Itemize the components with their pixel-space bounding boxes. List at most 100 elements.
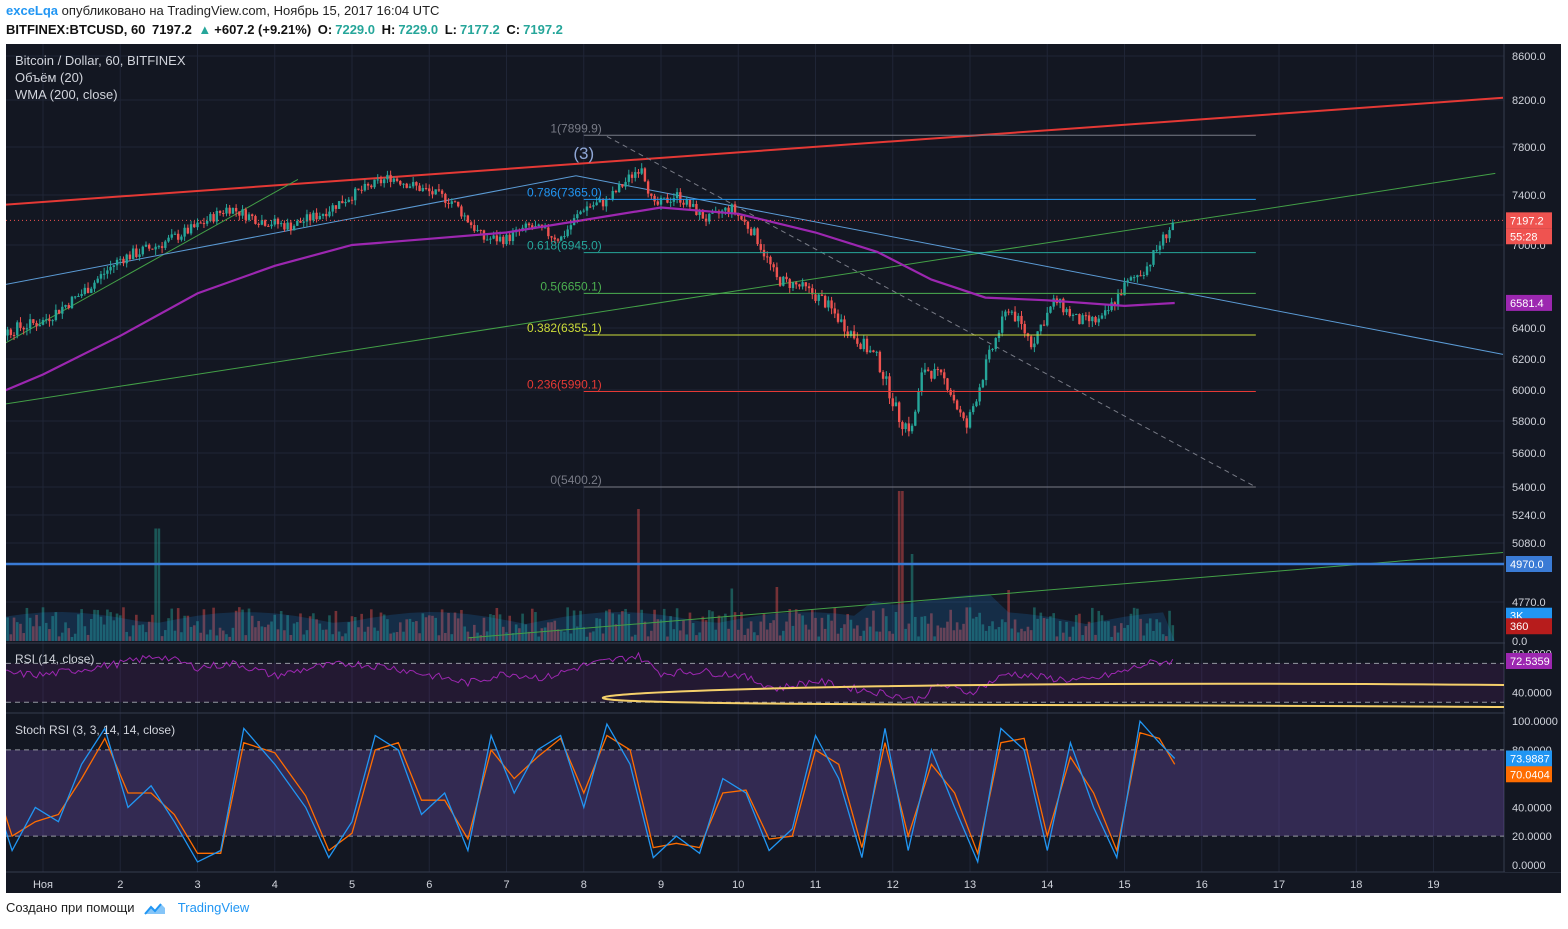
stoch-k-line <box>0 719 1176 865</box>
candle-body <box>1155 249 1158 251</box>
volume-bar <box>975 616 978 641</box>
candle-body <box>1084 315 1088 317</box>
candle-body <box>392 178 396 182</box>
volume-bar <box>447 612 450 641</box>
candle-body <box>61 306 64 314</box>
volume-bar <box>160 636 164 641</box>
volume-bar <box>283 630 286 641</box>
candle-body <box>804 282 808 287</box>
candle-body <box>302 221 305 223</box>
candle-body <box>476 229 479 231</box>
candle-body <box>286 222 289 230</box>
volume-bar <box>907 623 911 641</box>
volume-bar <box>810 609 814 641</box>
candle-body <box>502 236 505 245</box>
candle-body <box>109 266 112 271</box>
candle-body <box>724 207 727 211</box>
volume-bar <box>125 631 128 641</box>
volume-bar <box>717 615 721 641</box>
price-badge-bg <box>1506 618 1552 635</box>
volume-bar <box>331 634 334 641</box>
fib-level-label: 1(7899.9) <box>550 121 601 135</box>
candle-body <box>508 234 511 242</box>
volume-bar <box>621 611 624 641</box>
candle-body <box>257 223 260 225</box>
volume-bar <box>32 626 35 641</box>
candle-body <box>1000 316 1004 333</box>
candle-body <box>811 288 814 295</box>
volume-bar <box>659 619 663 641</box>
volume-bar <box>637 509 640 641</box>
candle-body <box>9 329 13 336</box>
candle-body <box>119 258 122 260</box>
volume-bar <box>112 620 116 641</box>
candle-body <box>135 248 138 258</box>
time-tick-label: 6 <box>426 879 432 891</box>
candle-body <box>605 198 608 207</box>
volume-bar <box>57 636 61 641</box>
volume-bar <box>1078 613 1081 641</box>
volume-bar <box>888 631 891 641</box>
volume-bar <box>1033 607 1036 641</box>
volume-bar <box>1039 612 1043 641</box>
volume-bar <box>373 627 376 641</box>
candle-body <box>434 189 437 195</box>
candle-body <box>331 205 334 212</box>
volume-bar <box>759 621 763 641</box>
candle-body <box>347 199 350 202</box>
chart-area[interactable]: 1(7899.9) 0.786(7365.0) 0.618(6945.0) 0.5(6… <box>0 44 1561 893</box>
candle-body <box>1062 298 1065 313</box>
volume-bar <box>662 608 666 641</box>
candle-body <box>949 389 952 395</box>
volume-bar <box>9 634 13 641</box>
candle-body <box>209 214 212 221</box>
candle-body <box>1052 298 1055 307</box>
candle-body <box>1004 311 1007 317</box>
time-tick-label: 18 <box>1350 879 1362 891</box>
candle-body <box>614 190 618 193</box>
time-tick-label: 19 <box>1427 879 1439 891</box>
volume-bar <box>192 625 196 641</box>
volume-bar <box>1126 625 1130 641</box>
candle-body <box>148 244 151 249</box>
volume-bar <box>167 618 170 641</box>
candle-body <box>543 227 547 229</box>
volume-bar <box>959 629 962 641</box>
volume-bar <box>997 627 1001 641</box>
volume-bar <box>54 612 58 641</box>
volume-bar <box>711 611 714 641</box>
volume-bar <box>946 621 949 641</box>
candle-body <box>376 179 379 181</box>
candle-body <box>904 423 907 430</box>
candle-body <box>869 350 872 353</box>
volume-bar <box>67 628 71 641</box>
candle-body <box>708 213 711 222</box>
volume-bar <box>247 608 251 641</box>
volume-bar <box>434 617 437 641</box>
legend-title: Bitcoin / Dollar, 60, BITFINEX <box>15 53 186 68</box>
volume-bar <box>801 615 804 641</box>
volume-bar <box>212 607 215 641</box>
volume-bar <box>707 610 711 641</box>
candle-body <box>537 224 540 226</box>
price-badge: 6581.4 <box>1510 298 1544 310</box>
candle-body <box>701 210 705 219</box>
volume-bar <box>154 528 157 641</box>
volume-bar <box>357 627 360 641</box>
price-tick-label: 7400.0 <box>1512 190 1546 202</box>
chart-svg[interactable]: 1(7899.9) 0.786(7365.0) 0.618(6945.0) 0.5(6… <box>0 44 1561 893</box>
volume-bar <box>70 636 74 641</box>
author-link[interactable]: exceLqa <box>6 3 59 18</box>
volume-bar <box>122 607 125 641</box>
candle-body <box>157 246 161 248</box>
volume-bar <box>1100 615 1104 641</box>
candle-body <box>891 398 894 407</box>
candle-body <box>1033 343 1036 348</box>
candle-body <box>914 411 917 426</box>
volume-bar <box>234 610 238 641</box>
tradingview-link[interactable]: TradingView <box>177 900 250 915</box>
candle-body <box>485 239 489 241</box>
volume-bar <box>189 626 193 641</box>
candle-body <box>1087 315 1091 322</box>
volume-bar <box>38 626 42 641</box>
